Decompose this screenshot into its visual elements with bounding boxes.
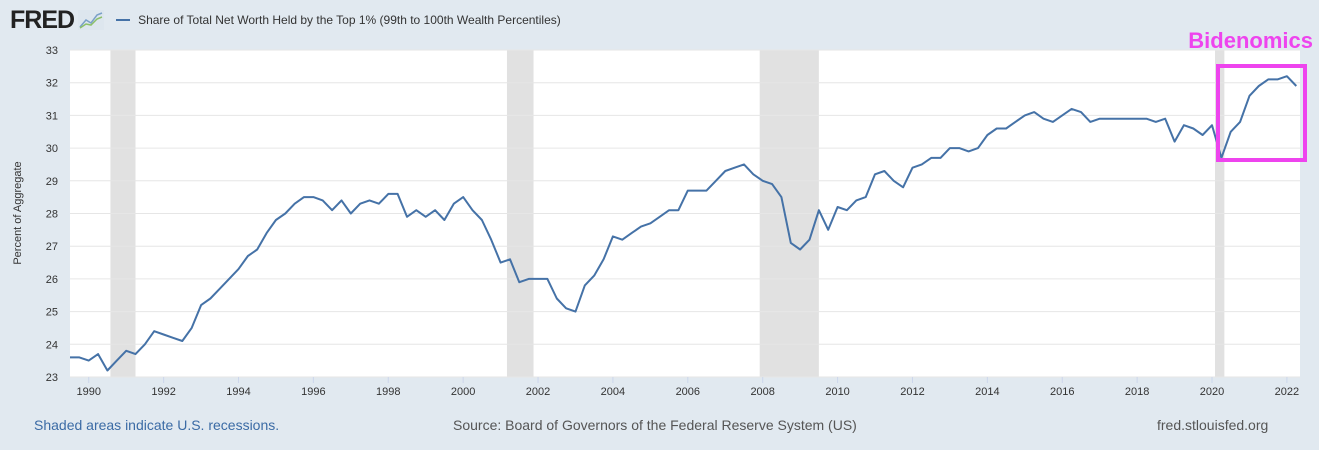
y-tick-label: 33 — [46, 45, 58, 57]
x-tick-label: 2014 — [975, 386, 999, 398]
x-tick-label: 1990 — [76, 386, 100, 398]
site-link[interactable]: fred.stlouisfed.org — [1157, 417, 1269, 433]
series-line — [70, 75, 1298, 372]
annotation-box — [1216, 64, 1307, 162]
header: FRED Share of Total Net Worth Held by th… — [10, 6, 561, 34]
y-tick-label: 23 — [46, 372, 58, 384]
y-tick-label: 25 — [46, 307, 58, 319]
x-tick-label: 2012 — [900, 386, 924, 398]
x-tick-label: 2016 — [1050, 386, 1074, 398]
y-axis-label: Percent of Aggregate — [12, 161, 24, 264]
logo-graph-icon — [78, 10, 105, 30]
x-tick-label: 1992 — [151, 386, 175, 398]
x-tick-label: 2004 — [601, 386, 625, 398]
x-tick-label: 2022 — [1275, 386, 1299, 398]
x-tick-label: 2018 — [1125, 386, 1149, 398]
x-tick-label: 1998 — [376, 386, 400, 398]
y-tick-label: 32 — [46, 78, 58, 90]
x-tick-label: 1996 — [301, 386, 325, 398]
x-tick-label: 2000 — [451, 386, 475, 398]
annotation-label: Bidenomics — [1188, 28, 1313, 53]
y-tick-labels: 23 24 25 26 27 28 29 30 31 32 33 — [46, 45, 58, 384]
y-tick-label: 27 — [46, 241, 58, 253]
source-note: Source: Board of Governors of the Federa… — [453, 417, 857, 433]
x-tick-label: 2002 — [526, 386, 550, 398]
x-tick-label: 2010 — [825, 386, 849, 398]
y-tick-label: 28 — [46, 209, 58, 221]
x-tick-label: 2006 — [676, 386, 700, 398]
fred-logo[interactable]: FRED — [10, 5, 75, 34]
y-tick-label: 26 — [46, 274, 58, 286]
x-tick-label: 1994 — [226, 386, 250, 398]
recession-note: Shaded areas indicate U.S. recessions. — [34, 417, 280, 433]
legend-swatch — [116, 19, 131, 21]
x-tick-label: 2020 — [1200, 386, 1224, 398]
legend-series-name[interactable]: Share of Total Net Worth Held by the Top… — [138, 13, 561, 27]
y-tick-label: 30 — [46, 143, 58, 155]
y-tick-label: 24 — [46, 339, 58, 351]
grid — [70, 49, 1300, 378]
x-tick-labels: 1990 1992 1994 1996 1998 2000 2002 2004 2006 2008… — [76, 377, 1299, 398]
y-tick-label: 31 — [46, 110, 58, 122]
y-tick-label: 29 — [46, 176, 58, 188]
x-tick-label: 2008 — [750, 386, 774, 398]
